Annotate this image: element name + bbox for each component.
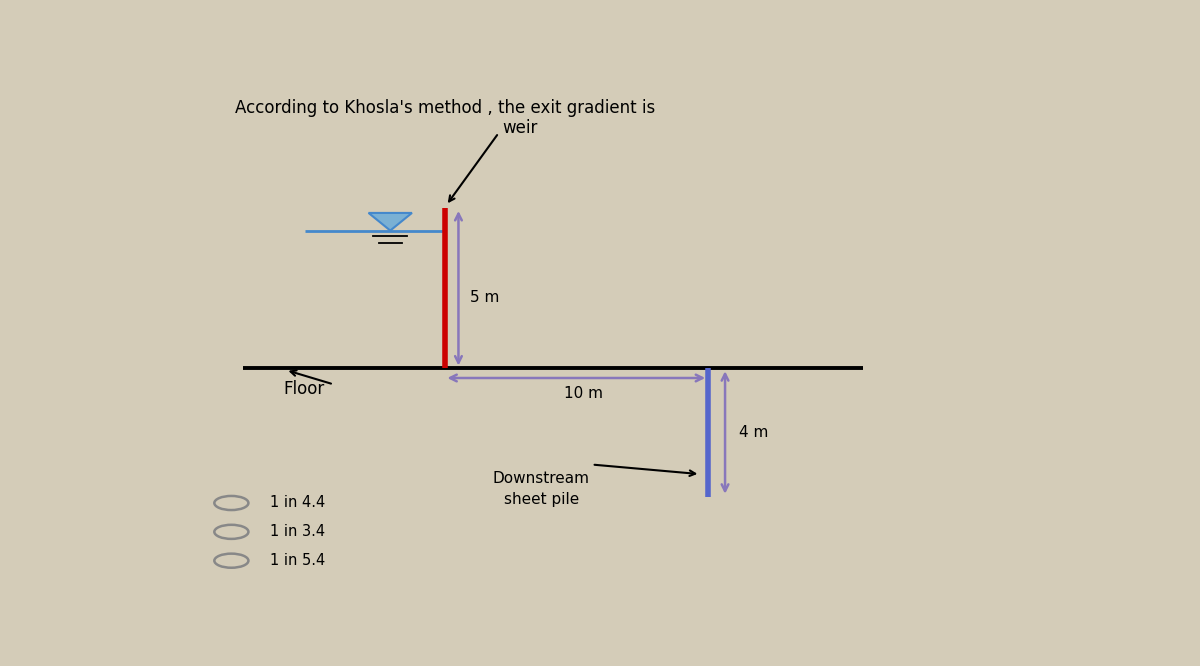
Text: 1 in 3.4: 1 in 3.4 <box>270 524 325 539</box>
Text: 5 m: 5 m <box>470 290 499 306</box>
Text: 4 m: 4 m <box>739 425 768 440</box>
Text: 1 in 4.4: 1 in 4.4 <box>270 496 325 511</box>
Text: 1 in 5.4: 1 in 5.4 <box>270 553 325 568</box>
Text: According to Khosla's method , the exit gradient is: According to Khosla's method , the exit … <box>235 99 655 117</box>
Text: weir: weir <box>503 119 538 137</box>
Text: 10 m: 10 m <box>564 386 604 401</box>
Text: Floor: Floor <box>283 380 324 398</box>
Polygon shape <box>368 213 412 230</box>
Text: Downstream
sheet pile: Downstream sheet pile <box>493 471 590 507</box>
